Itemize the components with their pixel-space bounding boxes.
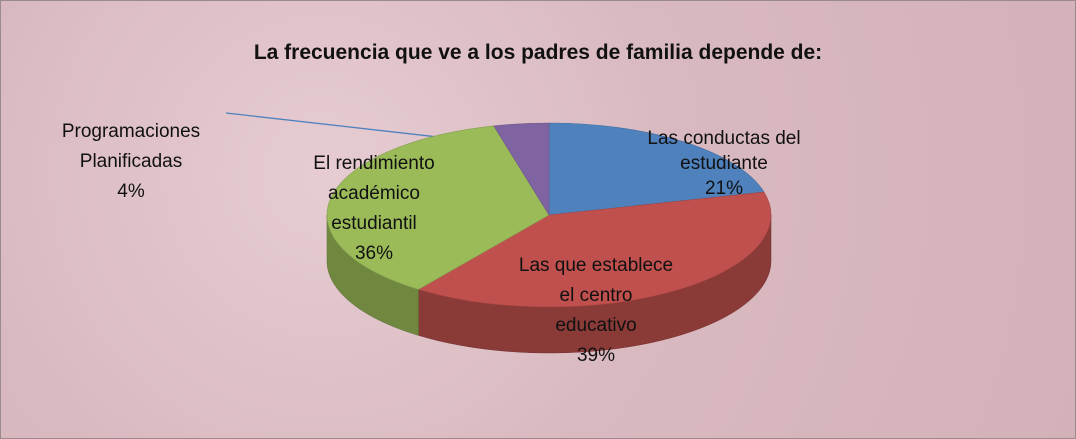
pie-slice [493, 122, 550, 217]
value-label: 36% [354, 243, 394, 264]
data-label: Las que establece el centro educativo 39% [519, 251, 673, 371]
category-label: Las conductas del estudiante [647, 128, 801, 174]
category-label: Las que establece el centro educativo [518, 255, 674, 336]
pie-slice [417, 191, 772, 308]
pie-tops [326, 122, 772, 308]
value-label: 4% [117, 181, 145, 202]
data-label: Las conductas del estudiante 21% [647, 126, 800, 201]
pie-slice [326, 125, 550, 290]
category-label: El rendimiento académico estudiantil [313, 153, 435, 234]
data-label: Programaciones Planificadas 4% [62, 117, 200, 207]
category-label: Programaciones Planificadas [61, 121, 201, 172]
pie-slice [548, 122, 765, 216]
chart-title: La frecuencia que ve a los padres de fam… [253, 41, 823, 64]
value-label: 39% [576, 345, 616, 366]
value-label: 21% [704, 178, 744, 199]
data-label: El rendimiento académico estudiantil 36% [313, 149, 434, 269]
